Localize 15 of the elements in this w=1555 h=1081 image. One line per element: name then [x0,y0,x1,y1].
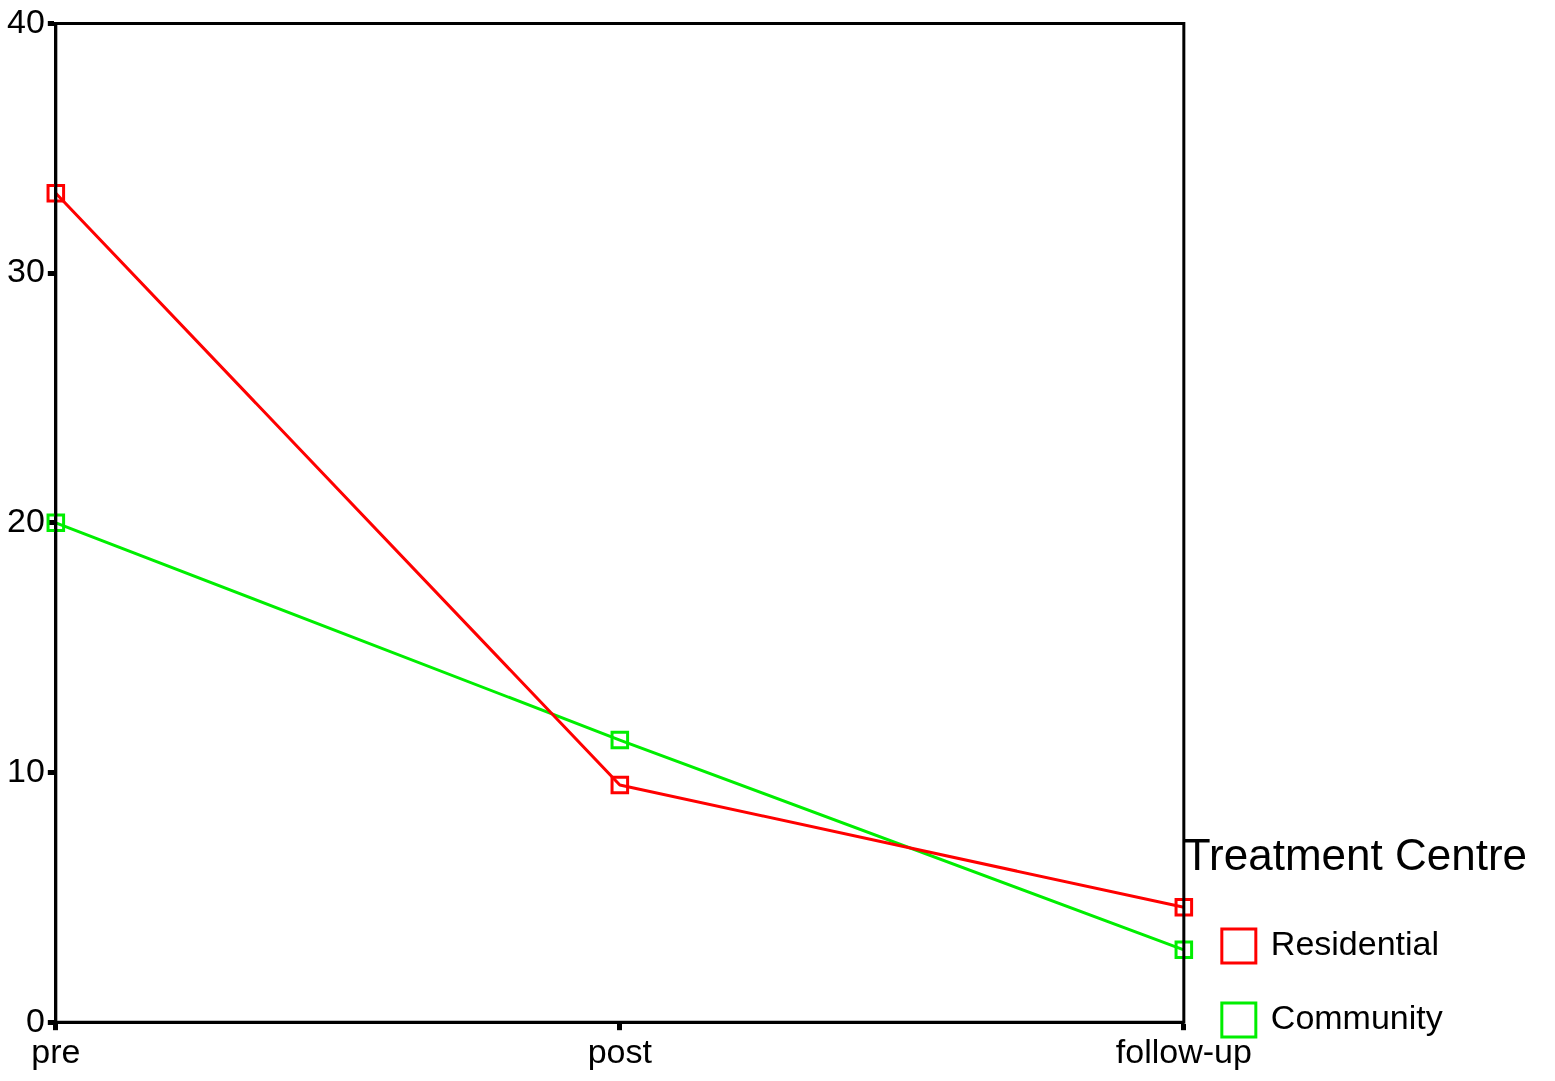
point [46,513,66,533]
y-tick-label: 30 [6,251,45,290]
legend-title: Treatment Centre [1183,830,1527,880]
x-tick-label: post [587,1031,653,1070]
legend-label: Residential [1270,924,1440,963]
y-tick-label: 20 [6,501,45,540]
x-tick-label: follow-up [1115,1031,1252,1070]
point [610,730,630,750]
y-tick-label: 40 [6,1,45,40]
point [46,183,66,203]
y-tick-label: 10 [6,750,45,789]
point [610,775,630,795]
legend-label: Community [1270,998,1443,1037]
point [1174,898,1194,917]
point [1174,940,1194,960]
